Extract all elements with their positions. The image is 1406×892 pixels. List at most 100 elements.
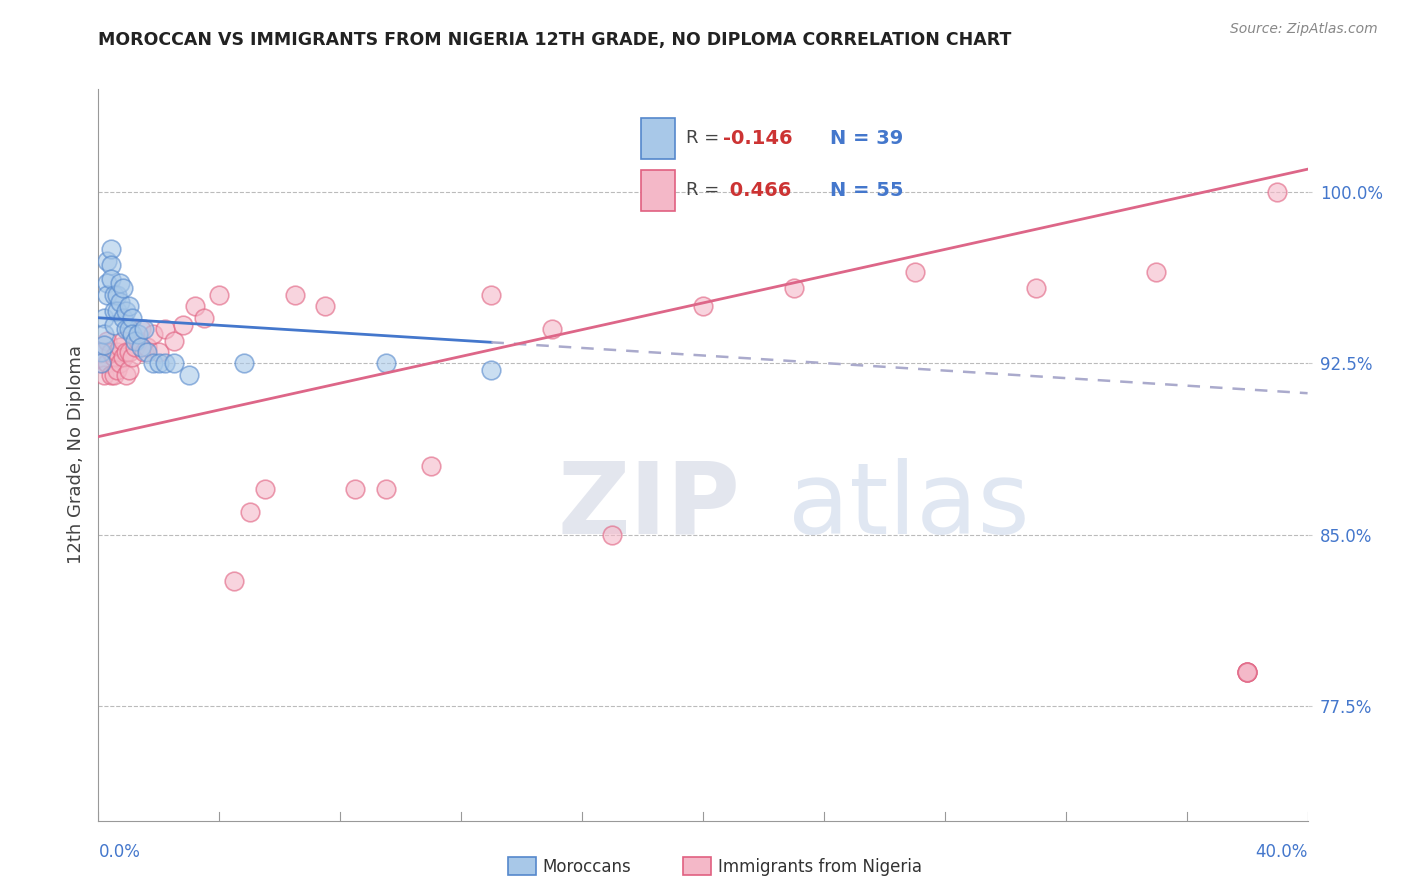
Point [111,350,134,364]
Point [100,272,122,286]
Point [782,281,804,295]
Point [108,341,131,355]
Text: R =: R = [686,129,724,147]
Point [135,341,157,355]
Point [184,299,207,313]
Point [105,363,128,377]
Point [108,357,131,371]
Point [111,334,134,348]
Text: 0.0%: 0.0% [98,843,141,861]
Point [419,459,441,474]
Text: Moroccans: Moroccans [543,858,631,876]
Point [193,310,215,325]
Point [96,357,118,371]
Bar [641,169,675,211]
Text: Source: ZipAtlas.com: Source: ZipAtlas.com [1230,22,1378,37]
Point [105,345,128,359]
Text: R =: R = [686,181,724,199]
Point [114,345,136,359]
Point [224,574,246,588]
Bar [641,118,675,159]
Point [1144,265,1167,279]
Point [1236,665,1258,679]
Point [142,326,165,341]
Point [111,281,134,295]
Point [135,345,157,359]
Point [93,345,115,359]
Point [163,334,186,348]
Point [118,322,141,336]
Point [93,326,115,341]
Point [129,341,152,355]
Point [121,326,143,341]
Point [100,258,122,272]
Point [481,288,503,302]
Point [208,288,231,302]
Point [374,357,396,371]
Point [148,357,170,371]
Point [121,350,143,364]
Point [904,265,927,279]
Point [284,288,307,302]
Point [118,363,141,377]
Text: N = 55: N = 55 [831,181,904,200]
Point [90,345,112,359]
Point [103,350,125,364]
Point [172,318,194,332]
Point [121,310,143,325]
Point [148,345,170,359]
Point [127,334,149,348]
Text: atlas: atlas [787,458,1029,555]
Text: Immigrants from Nigeria: Immigrants from Nigeria [718,858,922,876]
Point [344,482,367,496]
Point [1024,281,1046,295]
Point [93,338,115,352]
Point [105,288,128,302]
Point [103,318,125,332]
Point [1236,665,1258,679]
Point [163,357,186,371]
Point [93,310,115,325]
Point [100,345,122,359]
Point [114,304,136,318]
Point [114,322,136,336]
Text: N = 39: N = 39 [831,128,904,147]
Point [96,334,118,348]
Point [96,253,118,268]
Point [153,357,176,371]
Point [96,288,118,302]
Point [111,310,134,325]
Point [90,357,112,371]
Point [132,322,155,336]
Y-axis label: 12th Grade, No Diploma: 12th Grade, No Diploma [66,345,84,565]
Point [90,345,112,359]
Point [103,304,125,318]
Point [118,299,141,313]
Point [129,322,152,336]
Point [374,482,396,496]
Point [232,357,254,371]
Point [1236,665,1258,679]
Point [177,368,201,382]
Point [118,345,141,359]
Point [124,334,146,348]
Text: MOROCCAN VS IMMIGRANTS FROM NIGERIA 12TH GRADE, NO DIPLOMA CORRELATION CHART: MOROCCAN VS IMMIGRANTS FROM NIGERIA 12TH… [98,31,1012,49]
Text: -0.146: -0.146 [724,128,793,147]
Point [90,357,112,371]
Point [103,368,125,382]
Point [153,322,176,336]
Point [239,505,262,519]
Point [103,288,125,302]
Point [314,299,336,313]
Point [93,368,115,382]
Point [114,368,136,382]
Point [602,528,624,542]
Point [100,242,122,256]
Point [481,363,503,377]
Point [1265,185,1288,199]
Text: ZIP: ZIP [558,458,741,555]
Point [108,277,131,291]
Text: 0.466: 0.466 [724,181,792,200]
Point [132,345,155,359]
Point [96,277,118,291]
